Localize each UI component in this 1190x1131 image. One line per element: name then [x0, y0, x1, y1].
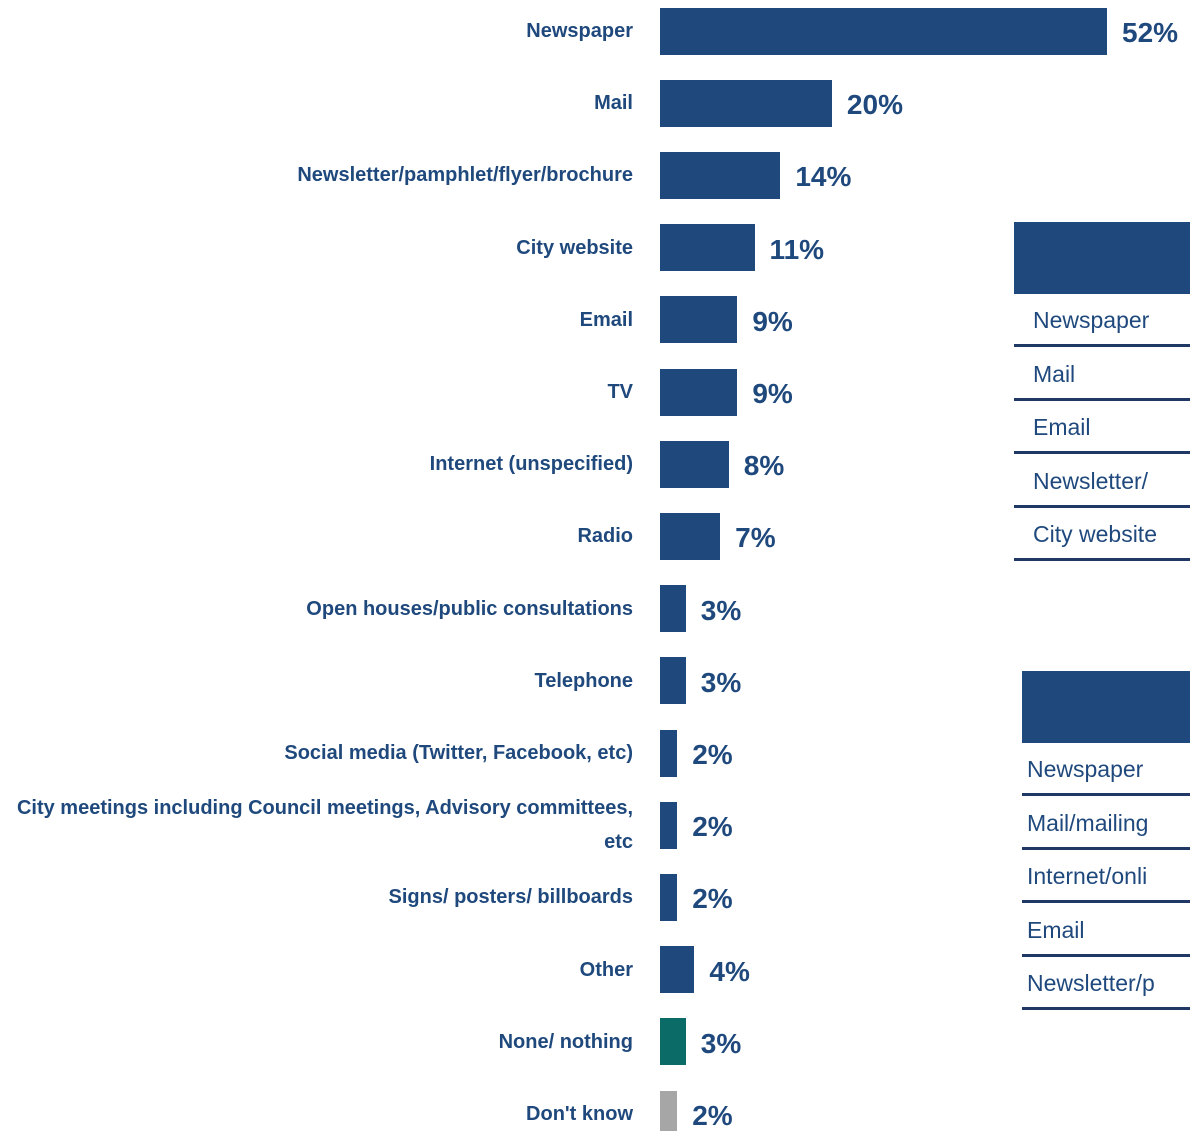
category-label: Mail [594, 92, 633, 115]
table-row: Mail [1014, 348, 1190, 401]
category-label: Telephone [534, 669, 633, 692]
value-label: 14% [795, 161, 852, 193]
category-label: TV [607, 381, 633, 403]
bar [660, 296, 738, 344]
category-label: Newsletter/pamphlet/flyer/brochure [297, 164, 633, 187]
value-label: 3% [700, 1027, 742, 1059]
value-label: 7% [735, 522, 776, 554]
bar [660, 1090, 678, 1131]
table-row: Newspaper [1014, 294, 1190, 347]
bar [660, 946, 695, 994]
value-label: 2% [692, 883, 733, 915]
category-label: City website [516, 236, 633, 259]
value-label: 4% [709, 955, 750, 987]
bar [660, 79, 832, 127]
category-label: Social media (Twitter, Facebook, etc) [284, 742, 633, 764]
table-row: Email [1022, 904, 1190, 957]
bar [660, 1018, 686, 1066]
value-label: 2% [692, 811, 733, 843]
category-label: Signs/ posters/ billboards [388, 886, 634, 909]
bar [660, 657, 686, 705]
table-row: City website [1014, 508, 1190, 562]
category-label: Radio [577, 525, 633, 548]
value-label: 52% [1122, 17, 1179, 48]
category-label: City meetings including Council meetings… [16, 797, 633, 854]
bar [660, 151, 781, 199]
bar [660, 729, 678, 777]
table-row: Newspaper [1022, 743, 1190, 796]
bar [660, 873, 678, 921]
table-row: Newsletter/p [1022, 957, 1190, 1011]
table-row: Internet/onli [1022, 850, 1190, 904]
bar [660, 440, 729, 488]
category-label: Internet (unspecified) [429, 453, 633, 476]
bar [660, 585, 686, 633]
value-label: 2% [692, 1100, 733, 1131]
value-label: 2% [692, 739, 733, 770]
table-row: Mail/mailing [1022, 797, 1190, 850]
category-label: None/ nothing [498, 1030, 633, 1053]
bar [660, 512, 721, 560]
bar [660, 7, 1107, 55]
value-label: 20% [846, 89, 903, 121]
category-label: Email [579, 308, 633, 331]
category-label: Open houses/public consultations [306, 597, 633, 620]
bar [660, 224, 755, 272]
bar [660, 368, 738, 416]
bar [660, 801, 678, 849]
category-label: Don't know [526, 1103, 633, 1125]
value-label: 3% [700, 666, 742, 698]
table-header [1022, 671, 1190, 743]
value-label: 3% [700, 594, 742, 626]
table-row: Email [1014, 401, 1190, 455]
table-header [1014, 222, 1190, 294]
category-label: Newspaper [526, 20, 633, 42]
value-label: 11% [769, 233, 825, 265]
table-row: Newsletter/ [1014, 455, 1190, 508]
value-label: 8% [743, 450, 785, 482]
value-label: 9% [752, 378, 793, 409]
value-label: 9% [752, 305, 793, 337]
category-label: Other [579, 958, 633, 981]
